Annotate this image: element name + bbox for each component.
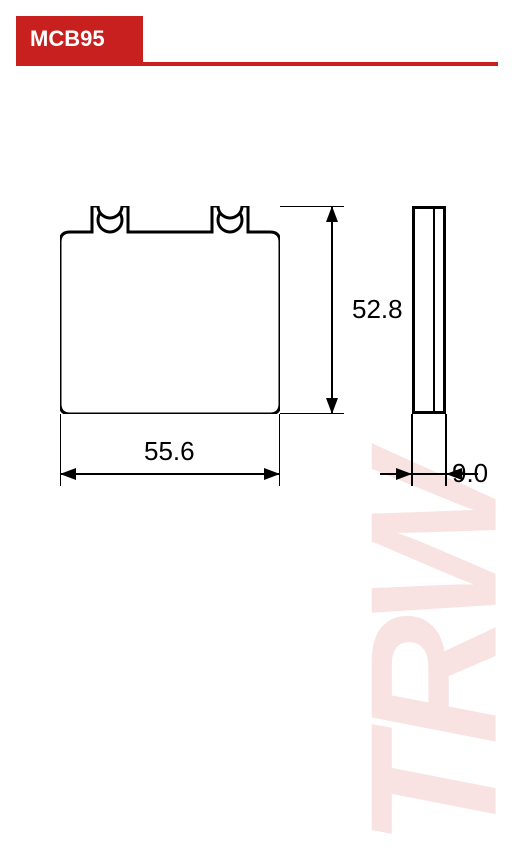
brake-pad-side-profile [412, 206, 446, 414]
brand-watermark: TRW [331, 464, 514, 847]
brake-pad-outline [60, 206, 280, 414]
height-label: 52.8 [352, 294, 403, 325]
thickness-label: 9.0 [452, 458, 488, 489]
product-code-tab: MCB95 [16, 16, 143, 62]
diagram-frame: TRW 55.6 52.8 9.0 [16, 66, 498, 584]
product-code-text: MCB95 [30, 26, 105, 52]
width-label: 55.6 [144, 436, 195, 467]
